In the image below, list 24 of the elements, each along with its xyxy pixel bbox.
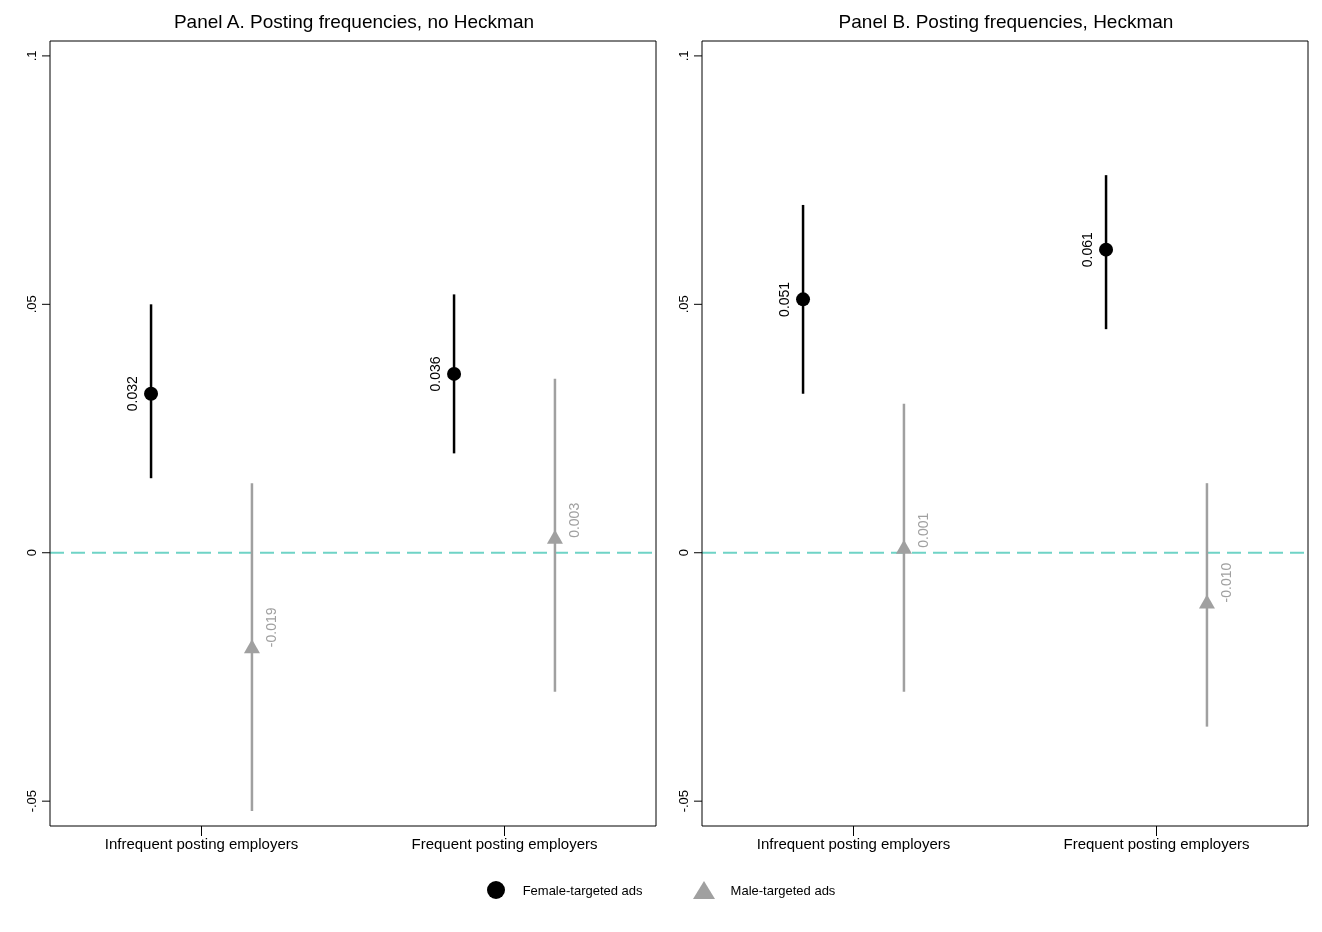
legend-label: Female-targeted ads bbox=[522, 882, 643, 898]
x-tick-label: Infrequent posting employers bbox=[104, 834, 299, 852]
y-tick-label: .1 bbox=[676, 50, 691, 62]
y-tick-label: -.05 bbox=[676, 789, 691, 813]
data-label: -0.019 bbox=[263, 607, 280, 648]
data-label: 0.032 bbox=[124, 376, 141, 412]
y-tick-label: 0 bbox=[676, 549, 691, 557]
x-tick-label: Frequent posting employers bbox=[411, 834, 598, 852]
y-tick-label: -.05 bbox=[24, 789, 39, 813]
y-tick-label: .1 bbox=[24, 50, 39, 62]
x-tick-label: Infrequent posting employers bbox=[756, 834, 951, 852]
y-tick-label: .05 bbox=[676, 295, 691, 314]
y-tick-label: 0 bbox=[24, 549, 39, 557]
x-tick-label: Frequent posting employers bbox=[1063, 834, 1250, 852]
data-label: -0.010 bbox=[1218, 562, 1235, 603]
data-label: 0.051 bbox=[776, 281, 793, 317]
data-label: 0.003 bbox=[566, 502, 583, 538]
data-label: 0.001 bbox=[915, 512, 932, 548]
legend-label: Male-targeted ads bbox=[730, 882, 836, 898]
data-label: 0.061 bbox=[1079, 231, 1096, 268]
data-label: 0.036 bbox=[427, 356, 444, 392]
y-tick-label: .05 bbox=[24, 295, 39, 314]
chart-title: Panel B. Posting frequencies, Heckman bbox=[837, 10, 1175, 34]
chart-title: Panel A. Posting frequencies, no Heckman bbox=[172, 10, 536, 34]
